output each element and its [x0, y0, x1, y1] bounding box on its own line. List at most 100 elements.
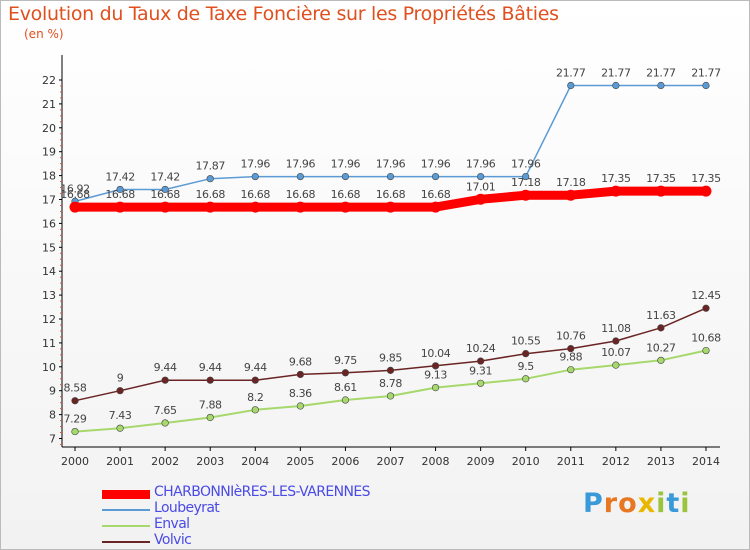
data-label: 16.68	[105, 188, 135, 201]
data-label: 10.55	[511, 335, 541, 348]
data-point	[565, 189, 577, 201]
x-tick-label: 2011	[557, 455, 585, 468]
data-point	[294, 201, 306, 213]
data-label: 12.45	[691, 289, 721, 302]
data-point	[657, 324, 665, 332]
data-point	[702, 304, 710, 312]
data-label: 16.68	[331, 188, 361, 201]
logo-letter: i	[680, 488, 691, 519]
data-label: 16.68	[241, 188, 271, 201]
data-label: 9.44	[244, 361, 267, 374]
logo-letter: o	[618, 488, 638, 519]
data-point	[69, 201, 81, 213]
data-label: 17.35	[646, 172, 676, 185]
data-point	[206, 376, 214, 384]
y-tick-label: 11	[42, 337, 56, 350]
data-point	[114, 201, 126, 213]
data-point	[296, 370, 304, 379]
data-label: 17.01	[466, 180, 496, 193]
data-label: 17.96	[511, 158, 541, 171]
x-tick-label: 2008	[422, 455, 450, 468]
data-label: 16.68	[60, 188, 90, 201]
data-label: 16.68	[421, 188, 451, 201]
legend-label: Loubeyrat	[154, 500, 220, 516]
data-label: 17.96	[376, 158, 406, 171]
data-label: 21.77	[556, 66, 586, 79]
data-point	[206, 413, 214, 422]
data-label: 17.35	[691, 172, 721, 185]
y-tick-label: 10	[42, 361, 56, 374]
data-label: 17.42	[150, 170, 180, 183]
data-label: 17.96	[421, 158, 451, 171]
y-tick-label: 14	[42, 265, 56, 278]
data-point	[159, 201, 171, 213]
data-label: 17.96	[466, 158, 496, 171]
data-label: 8.61	[334, 381, 357, 394]
data-point	[567, 345, 575, 353]
data-label: 7.65	[154, 404, 177, 417]
data-point	[204, 201, 216, 213]
data-label: 16.68	[376, 188, 406, 201]
y-tick-label: 15	[42, 241, 56, 254]
chart-title: Evolution du Taux de Taxe Foncière sur l…	[8, 3, 559, 25]
data-point	[341, 172, 350, 181]
data-point	[612, 337, 620, 345]
data-point	[700, 185, 712, 197]
data-label: 17.18	[511, 176, 541, 189]
x-tick-label: 2012	[602, 455, 630, 468]
data-label: 17.18	[556, 176, 586, 189]
data-point	[339, 201, 351, 213]
data-point	[71, 427, 79, 436]
logo-letter: x	[637, 488, 657, 519]
data-point	[612, 81, 620, 90]
legend-swatch	[102, 509, 150, 511]
data-label: 8.36	[289, 387, 312, 400]
data-point	[657, 81, 665, 90]
x-tick-label: 2007	[376, 455, 404, 468]
data-label: 16.68	[195, 188, 225, 201]
y-tick-label: 12	[42, 313, 56, 326]
y-tick-label: 22	[42, 74, 56, 87]
legend-label: Enval	[154, 516, 190, 532]
x-tick-label: 2003	[196, 455, 224, 468]
data-label: 17.96	[331, 158, 361, 171]
y-tick-label: 9	[49, 385, 56, 398]
data-point	[431, 383, 440, 392]
data-label: 9.5	[518, 360, 535, 373]
y-tick-label: 8	[49, 409, 56, 422]
data-point	[71, 397, 79, 405]
data-point	[341, 369, 350, 377]
data-label: 10.24	[466, 342, 496, 355]
data-point	[522, 350, 530, 358]
data-label: 9	[117, 372, 124, 385]
data-point	[251, 172, 259, 181]
data-point	[341, 396, 350, 404]
data-point	[386, 172, 395, 181]
y-tick-label: 17	[42, 194, 56, 207]
x-tick-label: 2006	[331, 455, 359, 468]
data-point	[702, 346, 710, 355]
logo-letter: i	[656, 488, 667, 519]
data-label: 10.76	[556, 330, 586, 343]
data-label: 9.31	[469, 364, 492, 377]
data-label: 9.13	[424, 369, 447, 382]
data-point	[431, 172, 440, 181]
data-point	[296, 402, 304, 410]
data-label: 21.77	[691, 66, 721, 79]
x-tick-label: 2014	[692, 455, 720, 468]
data-label: 17.96	[241, 158, 271, 171]
data-point	[161, 419, 169, 427]
data-point	[567, 366, 575, 374]
data-label: 7.43	[109, 409, 132, 422]
proxiti-logo: Proxiti	[583, 488, 691, 519]
data-label: 8.2	[247, 391, 263, 404]
data-point	[161, 185, 169, 194]
data-point	[612, 361, 620, 369]
data-point	[477, 379, 485, 387]
data-label: 21.77	[601, 66, 631, 79]
data-label: 17.87	[195, 160, 225, 173]
data-label: 8.78	[379, 377, 402, 390]
legend-swatch	[102, 489, 150, 499]
